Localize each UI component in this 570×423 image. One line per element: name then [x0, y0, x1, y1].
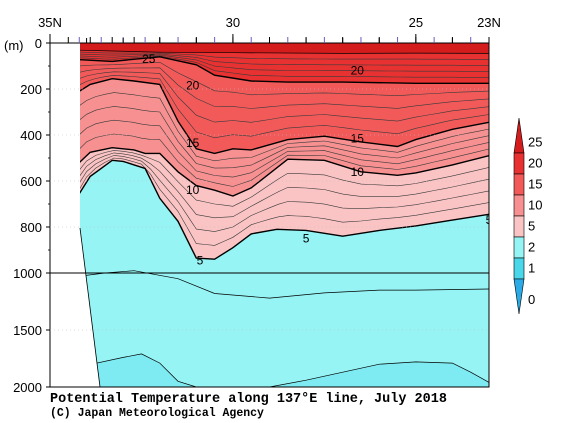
isotherm-label-5: 5	[197, 253, 204, 267]
plot-area: 25 20 20 15 15 10 10 5 5 5	[80, 43, 493, 387]
isotherm-minor-line	[80, 133, 489, 187]
isotherm-minor-line	[80, 106, 489, 169]
isotherm-minor-line	[80, 53, 489, 66]
isotherm-line-1-5	[86, 353, 197, 387]
colorbar-cell	[513, 173, 525, 196]
isotherm-minor-line	[80, 71, 489, 123]
colorbar-label: 1	[528, 261, 535, 276]
colorbar-label: 25	[528, 135, 542, 150]
y-axis: 0 200 400 600 800 1000 1500 2000	[13, 36, 50, 395]
y-tick-label: 800	[20, 220, 42, 235]
y-tick-label: 2000	[13, 380, 42, 395]
isotherm-minor-line	[80, 119, 489, 178]
y-tick-label: 1500	[13, 323, 42, 338]
isotherm-minor-line	[80, 155, 489, 232]
isotherm-label-5: 5	[486, 213, 493, 227]
colorbar-label: 15	[528, 177, 542, 192]
isotherm-minor-line	[80, 67, 489, 109]
y-tick-label: 600	[20, 174, 42, 189]
colorbar-label: 10	[528, 198, 542, 213]
colorbar-label: 20	[528, 156, 542, 171]
chart-credit: (C) Japan Meteorological Agency	[50, 407, 264, 420]
colorbar-cell	[513, 236, 525, 259]
isotherm-line-20	[80, 56, 489, 85]
colorbar-label: 2	[528, 240, 535, 255]
isotherm-labels: 25 20 20 15 15 10 10 5 5 5	[142, 52, 493, 267]
y-tick-label: 0	[35, 36, 42, 51]
isotherm-label-20: 20	[351, 64, 365, 78]
x-tick-label: 35N	[38, 15, 62, 30]
x-tick-label: 25	[409, 15, 423, 30]
isotherm-label-5: 5	[303, 232, 310, 246]
isotherm-line-5	[80, 159, 489, 260]
isotherm-label-15: 15	[351, 131, 365, 145]
isotherm-minor-line	[80, 150, 489, 207]
coast-boundary-line	[79, 227, 101, 388]
isotherm-minor-line	[80, 152, 489, 219]
no-data-mask	[50, 43, 100, 387]
x-axis: 35N 30 25 23N	[38, 15, 501, 43]
isotherm-line-15	[80, 77, 489, 155]
x-tick-label: 30	[226, 15, 240, 30]
y-axis-label: (m)	[4, 38, 24, 53]
isotherm-lines	[80, 49, 489, 387]
isotherm-minor-line	[80, 157, 489, 246]
isotherm-minor-line	[80, 92, 489, 162]
isotherm-label-15: 15	[186, 136, 200, 150]
isotherm-minor-line	[80, 74, 489, 139]
colorbar-cell	[513, 278, 525, 315]
deep-cold-pocket-0	[86, 353, 197, 387]
colorbar-label: 0	[528, 292, 535, 307]
colorbar-cell	[513, 215, 525, 238]
colorbar-label: 5	[528, 219, 535, 234]
isotherm-line-1-5	[269, 361, 489, 387]
colorbar-cell	[513, 117, 525, 154]
colorbar-cell	[513, 152, 525, 175]
isotherm-label-20: 20	[186, 79, 200, 93]
isotherm-minor-line	[80, 54, 489, 72]
isotherm-line-25	[80, 49, 489, 54]
isotherm-label-10: 10	[351, 165, 365, 179]
colorbar-cell	[513, 257, 525, 280]
isotherm-line-10	[80, 146, 489, 197]
isotherm-label-25: 25	[142, 52, 156, 66]
isotherm-line-2	[80, 270, 489, 299]
y-tick-label: 1000	[13, 266, 42, 281]
x-tick-label: 23N	[477, 15, 501, 30]
isotherm-label-10: 10	[186, 183, 200, 197]
isotherm-minor-line	[80, 51, 489, 60]
temperature-band-fills	[80, 43, 489, 387]
band-fill-25plus	[80, 43, 489, 54]
colorbar-cell	[513, 194, 525, 217]
y-tick-label: 400	[20, 128, 42, 143]
isotherm-minor-line	[80, 61, 489, 97]
station-ticks	[67, 37, 490, 43]
y-tick-label: 200	[20, 82, 42, 97]
chart-title: Potential Temperature along 137°E line, …	[50, 392, 447, 407]
deep-cold-pocket-1	[269, 361, 489, 387]
isotherm-minor-line	[80, 55, 489, 78]
